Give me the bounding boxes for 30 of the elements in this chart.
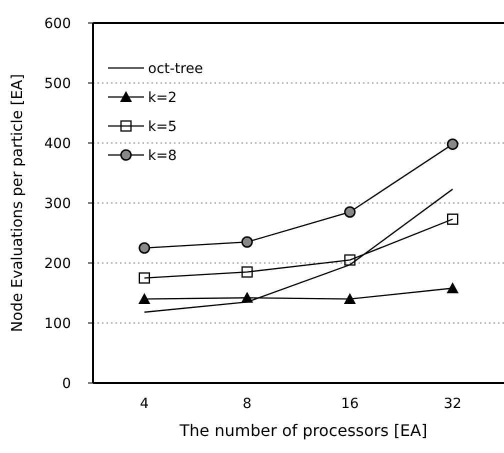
point <box>241 292 254 303</box>
point <box>344 293 356 304</box>
point <box>344 206 356 218</box>
x-tick-label: 16 <box>340 396 359 412</box>
x-tick-label: 4 <box>140 396 149 412</box>
y-tick-label: 100 <box>44 316 71 332</box>
point <box>138 272 150 284</box>
y-tick-label: 400 <box>44 136 71 152</box>
legend-label: k=2 <box>148 90 177 106</box>
point <box>344 254 356 266</box>
line-series <box>144 188 454 313</box>
point <box>138 242 150 254</box>
point <box>241 266 253 278</box>
x-axis-title: The number of processors [EA] <box>178 421 428 440</box>
y-tick-label: 0 <box>62 376 71 392</box>
y-tick-label: 500 <box>44 76 71 92</box>
x-tick-label: 8 <box>242 396 252 412</box>
point <box>446 214 458 225</box>
point <box>446 138 458 150</box>
y-tick-label: 300 <box>44 196 71 212</box>
legend-label: k=8 <box>148 148 177 164</box>
y-tick-label: 600 <box>44 16 71 32</box>
point <box>446 282 459 294</box>
legend-label: k=5 <box>148 118 177 135</box>
x-tick-label: 32 <box>444 396 462 412</box>
point <box>241 236 253 248</box>
legend-label: oct-tree <box>148 60 203 77</box>
point <box>138 293 150 304</box>
y-tick-label: 200 <box>44 256 71 272</box>
y-axis-title: Node Evaluations per particle [EA] <box>8 74 26 332</box>
